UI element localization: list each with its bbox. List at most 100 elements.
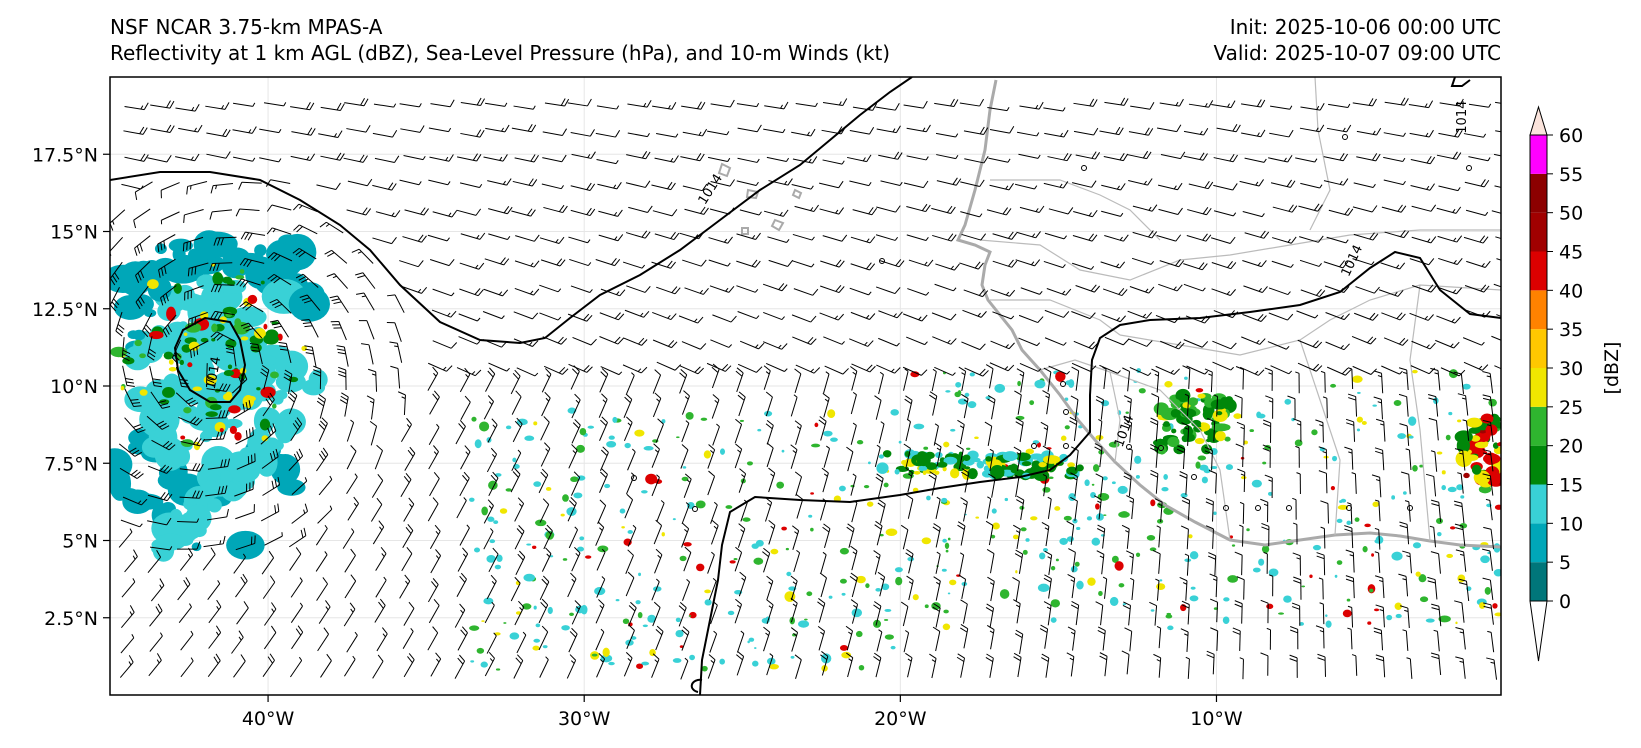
wind-barb: [1326, 236, 1346, 244]
wind-barb-flag: [1370, 337, 1377, 345]
isobar-1014: [699, 250, 1501, 695]
wind-barb-flag: [735, 598, 742, 605]
wind-barb-flag: [417, 234, 424, 242]
wind-barb-flag: [1347, 103, 1351, 108]
wind-barb: [180, 660, 194, 678]
wind-barb-flag: [1097, 524, 1105, 530]
echo-cell: [727, 610, 735, 616]
wind-barb-flag: [671, 102, 677, 110]
echo-cell: [1494, 504, 1501, 510]
wind-barb-flag: [723, 238, 728, 243]
wind-barb-flag: [110, 278, 116, 286]
echo-cell: [1159, 579, 1163, 582]
echo-cell: [811, 443, 821, 448]
wind-barb-flag: [738, 391, 746, 398]
wind-barb-flag: [741, 577, 745, 581]
wind-barb-flag: [1125, 530, 1130, 533]
wind-barb-flag: [407, 656, 413, 664]
wind-barb-flag: [905, 494, 914, 500]
wind-barb: [344, 659, 356, 677]
wind-barb-flag: [1483, 526, 1492, 530]
wind-barb-flag: [781, 284, 788, 292]
wind-barb-flag: [164, 266, 167, 275]
wind-barb-flag: [389, 341, 398, 344]
wind-barb-flag: [868, 207, 874, 215]
wind-barb-flag: [924, 341, 928, 345]
echo-cell: [942, 623, 951, 631]
wind-barb-flag: [960, 624, 969, 630]
wind-barb-flag: [532, 312, 539, 320]
wind-barb-flag: [586, 366, 593, 373]
echo-cell: [1492, 603, 1498, 609]
wind-barb-flag: [1012, 576, 1020, 582]
wind-barb-flag: [354, 631, 358, 636]
wind-barb-flag: [1289, 654, 1298, 659]
wind-barb-flag: [221, 410, 226, 418]
wind-barb: [1241, 398, 1243, 419]
wind-barb-flag: [475, 264, 479, 269]
wind-barb-flag: [111, 301, 118, 309]
wind-barb-flag: [153, 381, 162, 384]
wind-barb-flag: [378, 601, 384, 609]
wind-barb-flag: [654, 659, 659, 663]
wind-barb-flag: [570, 572, 577, 580]
wind-barb: [736, 103, 757, 108]
wind-barb: [567, 102, 588, 107]
echo-cell: [898, 440, 902, 444]
wind-barb-flag: [698, 232, 704, 240]
echo-cell: [522, 603, 532, 610]
wind-barb: [1047, 498, 1052, 519]
wind-barb: [568, 529, 579, 549]
wind-barb-flag: [432, 578, 439, 585]
echo-cell: [947, 592, 951, 595]
wind-barb-flag: [351, 528, 355, 533]
wind-barb-flag: [166, 493, 173, 501]
wind-barb-flag: [267, 427, 272, 436]
echo-cell: [913, 470, 921, 475]
echo-cell: [1201, 476, 1208, 484]
wind-barb: [1494, 365, 1501, 370]
wind-barb-flag: [810, 338, 817, 345]
wind-barb-flag: [1179, 471, 1188, 476]
wind-barb-flag: [363, 98, 369, 106]
wind-barb-flag: [517, 497, 524, 504]
wind-barb-flag: [727, 157, 731, 162]
wind-barb-flag: [989, 448, 994, 452]
wind-barb: [1018, 153, 1039, 159]
echo-cell: [863, 485, 870, 489]
echo-cell: [654, 479, 663, 484]
wind-barb-flag: [367, 368, 376, 373]
wind-barb-flag: [354, 473, 358, 478]
wind-barb-flag: [1394, 291, 1398, 296]
wind-barb-flag: [1458, 369, 1466, 377]
wind-barb: [622, 261, 643, 269]
echo-cell: [856, 575, 866, 584]
wind-barb-flag: [1431, 503, 1440, 507]
echo-cell: [1050, 617, 1057, 623]
wind-barb-flag: [240, 322, 249, 327]
wind-barb-flag: [925, 204, 931, 212]
wind-barb: [399, 179, 420, 186]
wind-barb-flag: [654, 392, 662, 399]
wind-barb-flag: [616, 182, 622, 190]
echo-cell: [1196, 424, 1202, 428]
wind-barb-flag: [545, 656, 549, 660]
wind-barb-flag: [350, 608, 354, 613]
wind-barb-flag: [188, 399, 196, 405]
echo-cell: [1102, 476, 1108, 481]
wind-barb-flag: [1368, 98, 1374, 106]
wind-barb-flag: [541, 468, 549, 476]
echo-cell: [785, 547, 789, 551]
echo-cell: [688, 615, 692, 617]
wind-barb-flag: [182, 243, 185, 252]
wind-barb-flag: [133, 405, 142, 408]
wind-barb-flag: [1369, 312, 1376, 320]
wind-barb: [734, 424, 743, 444]
wind-barb: [1435, 420, 1439, 441]
wind-barb-flag: [932, 368, 937, 372]
echo-cell: [1441, 485, 1446, 491]
wind-barb-flag: [545, 368, 552, 375]
echo-cell: [1460, 495, 1465, 499]
wind-barb: [1434, 451, 1438, 472]
wind-barb-flag: [195, 490, 200, 499]
